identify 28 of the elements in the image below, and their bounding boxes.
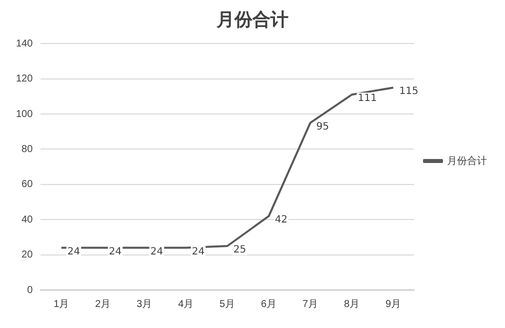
data-label: 25 (233, 244, 246, 256)
x-tick-label: 8月 (344, 298, 360, 310)
x-tick-label: 6月 (261, 298, 277, 310)
data-label: 24 (108, 246, 122, 258)
y-tick-label: 140 (16, 38, 34, 50)
data-label: 95 (316, 121, 330, 132)
y-tick-label: 100 (16, 108, 34, 120)
x-tick-label: 1月 (54, 298, 70, 310)
x-tick-label: 3月 (136, 298, 152, 310)
y-tick-label: 40 (22, 214, 34, 226)
data-label: 24 (67, 246, 80, 258)
data-label: 115 (399, 86, 418, 98)
y-tick-label: 0 (27, 284, 34, 296)
data-label: 24 (150, 246, 164, 258)
data-label: 111 (358, 93, 377, 104)
x-tick-label: 4月 (178, 298, 194, 310)
y-tick-label: 20 (22, 250, 34, 261)
y-tick-label: 60 (22, 179, 34, 190)
x-tick-label: 2月 (95, 298, 111, 310)
chart-title: 月份合计 (216, 9, 288, 30)
x-tick-label: 5月 (220, 298, 236, 310)
data-label: 24 (192, 246, 205, 258)
y-tick-label: 80 (22, 144, 34, 155)
x-tick-label: 7月 (302, 298, 318, 310)
x-tick-label: 9月 (385, 298, 402, 310)
data-label: 42 (274, 214, 288, 226)
y-tick-label: 120 (16, 74, 34, 85)
legend-label: 月份合计 (447, 154, 487, 167)
